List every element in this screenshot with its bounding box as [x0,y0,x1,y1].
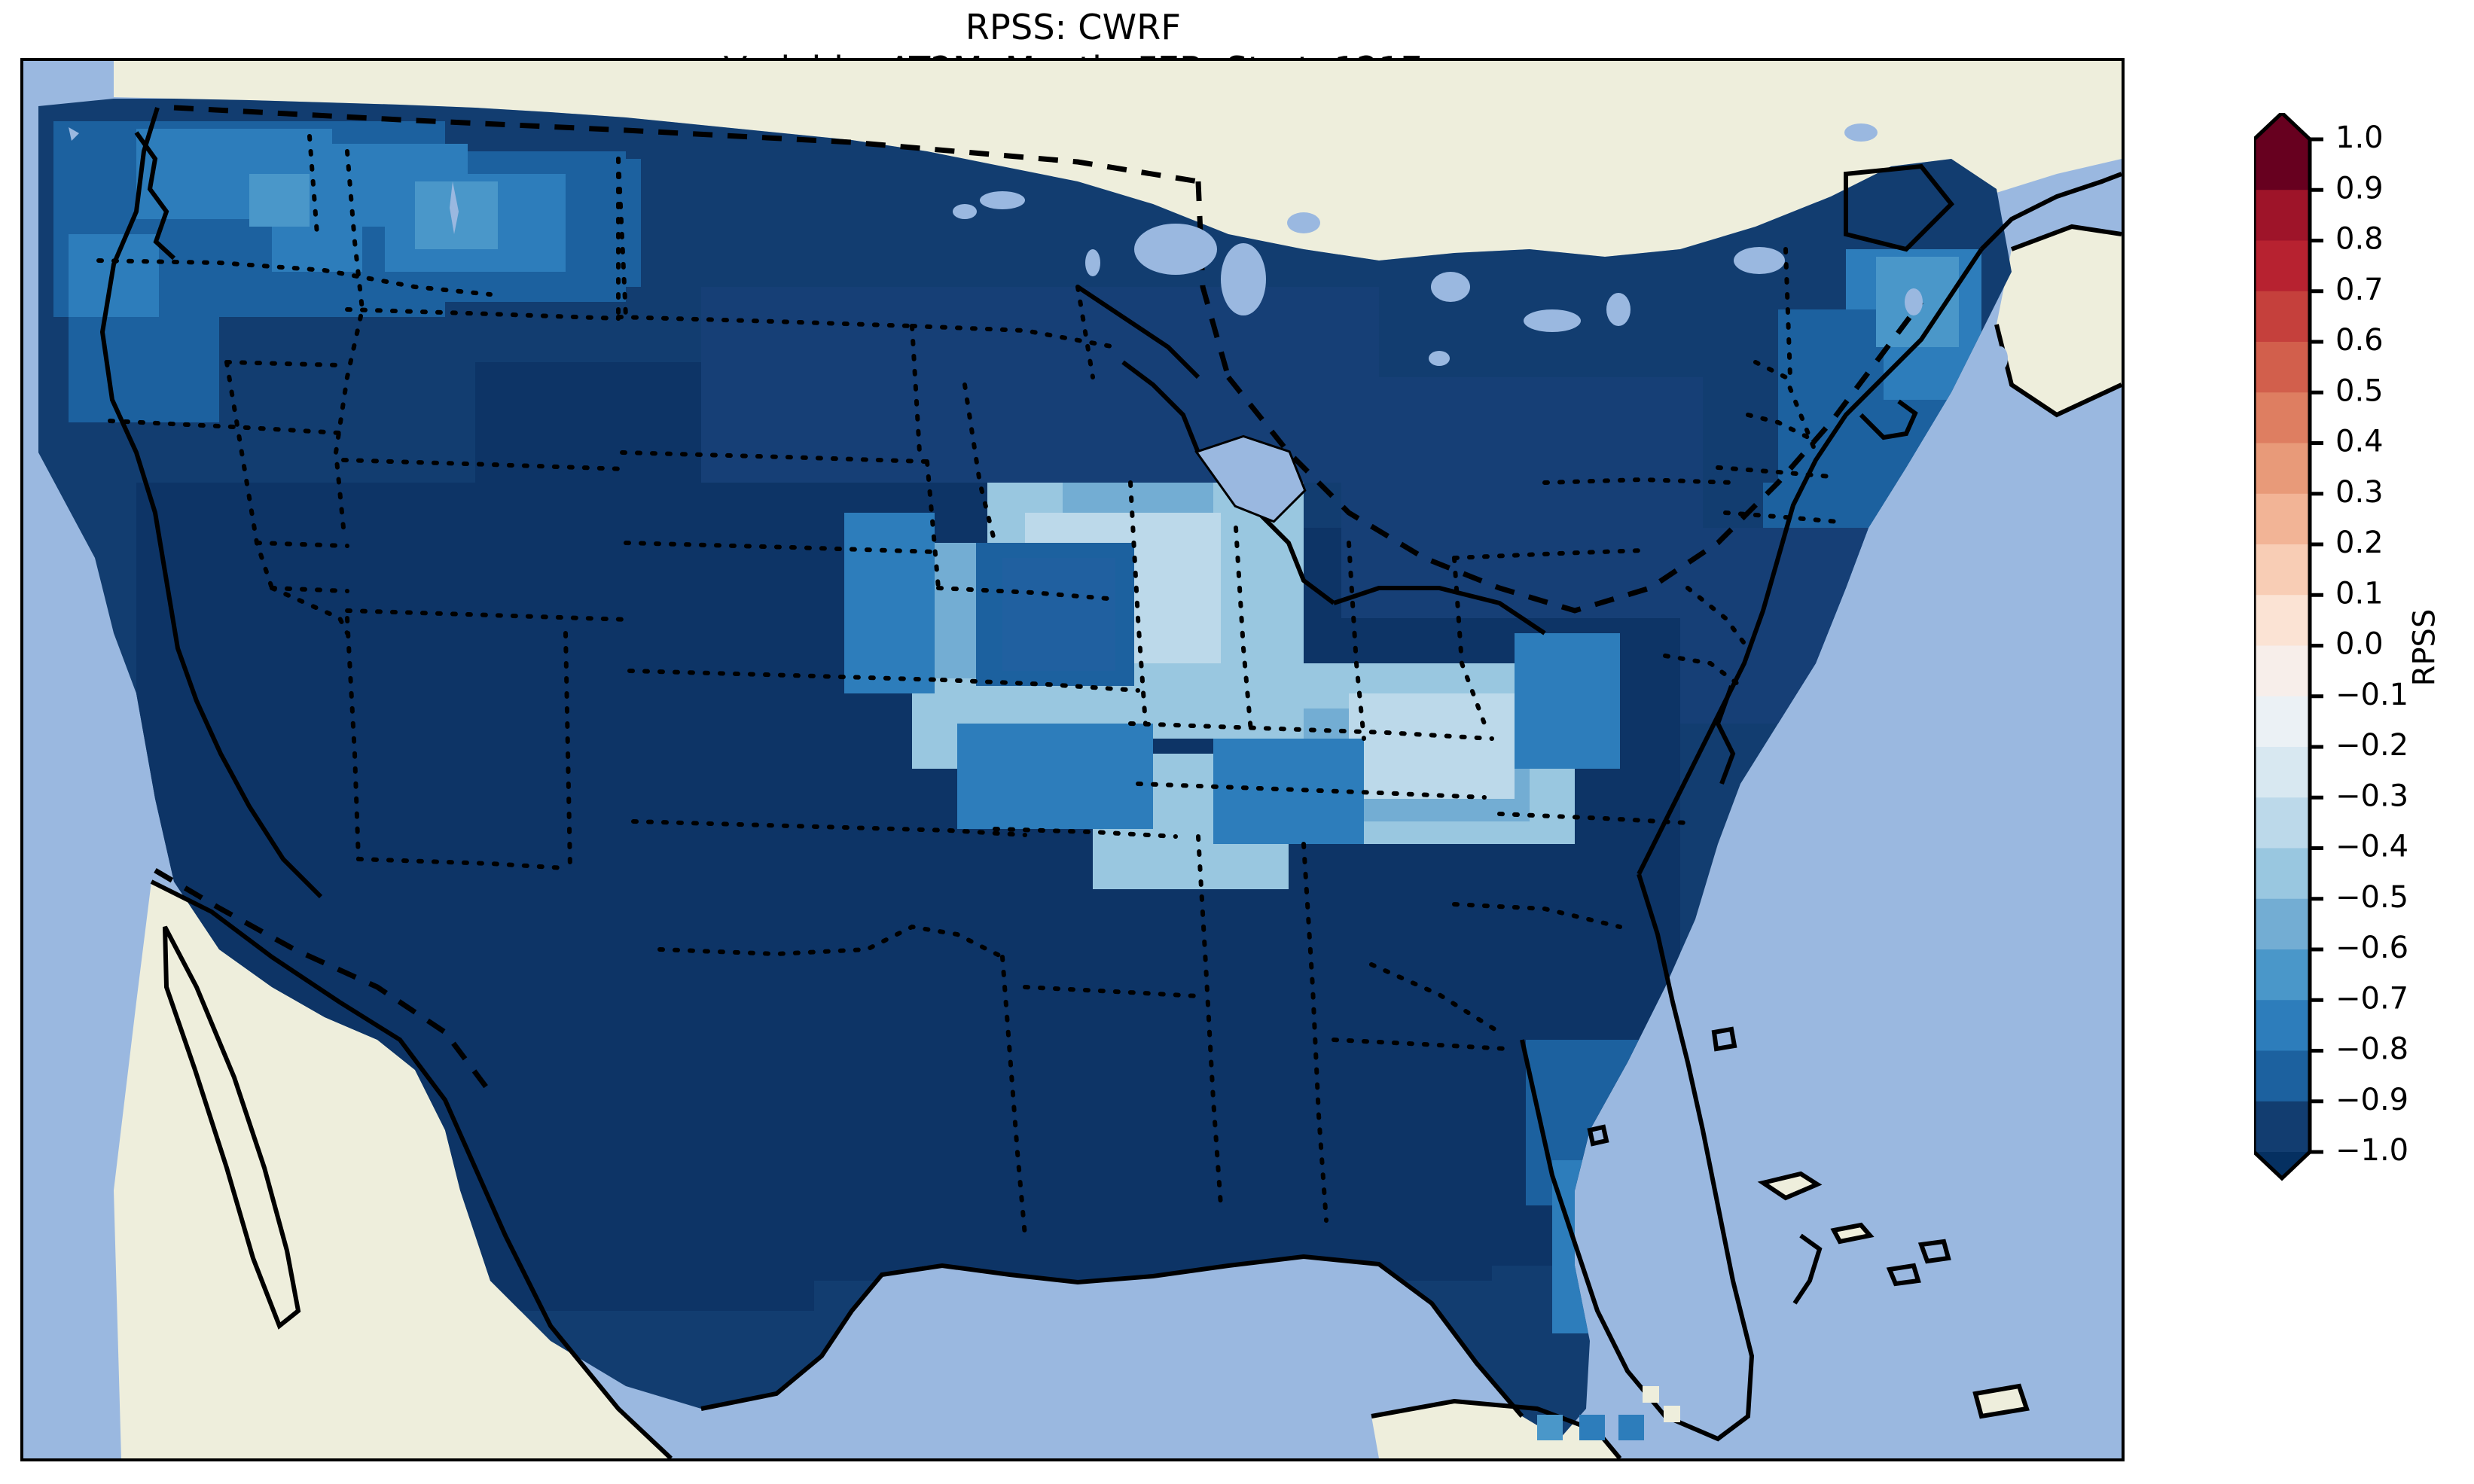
offshore-grid-cells [1537,1415,1644,1440]
colorbar-band [2254,645,2310,697]
colorbar-tick-label: −0.8 [2335,1032,2408,1067]
colorbar-band [2254,342,2310,393]
colorbar-tick-label: 0.6 [2335,323,2384,358]
colorbar-band [2254,797,2310,849]
colorbar-tick-labels: 1.0 0.9 0.8 0.7 0.6 0.5 0.4 0.3 0.2 0.1 0.0 −0.1 −0.… [2335,120,2408,1168]
colorbar-axis-label: RPSS [2402,113,2447,1182]
colorbar-tick-label: 0.4 [2335,425,2384,459]
colorbar-tick-label: −0.4 [2335,830,2408,864]
colorbar-band [2254,1050,2310,1102]
colorbar-bands [2254,139,2310,1153]
colorbar-extend-arrows [2254,113,2310,1178]
colorbar-axis-label-text: RPSS [2407,608,2442,687]
colorbar[interactable]: 1.0 0.9 0.8 0.7 0.6 0.5 0.4 0.3 0.2 0.1 0.0 −0.1 −0.… [2254,113,2474,1182]
colorbar-band [2254,139,2310,190]
map-canvas [23,61,2122,1458]
colorbar-tick-label: 1.0 [2335,120,2384,155]
colorbar-tick-label: −1.0 [2335,1133,2408,1168]
colorbar-band [2254,291,2310,343]
colorbar-band [2254,696,2310,748]
colorbar-tick-label: 0.9 [2335,171,2384,206]
colorbar-band [2254,1000,2310,1052]
page-title: RPSS: CWRF [965,7,1182,47]
colorbar-band [2254,240,2310,292]
colorbar-band [2254,190,2310,242]
colorbar-band [2254,443,2310,495]
colorbar-tick-label: −0.7 [2335,981,2408,1016]
colorbar-tick-label: −0.2 [2335,728,2408,763]
grid-cell-edge-hint [1643,1386,1680,1422]
colorbar-extend-min [2254,1152,2310,1178]
colorbar-band [2254,493,2310,545]
colorbar-tick-label: 0.5 [2335,373,2384,408]
colorbar-tick-label: −0.6 [2335,931,2408,965]
colorbar-band [2254,949,2310,1001]
colorbar-tick-label: −0.1 [2335,678,2408,712]
colorbar-tick-label: 0.3 [2335,475,2384,510]
state-borders [96,134,1841,1238]
colorbar-ticks [2310,137,2323,1154]
colorbar-tick-label: 0.0 [2335,627,2384,662]
colorbar-band [2254,898,2310,950]
colorbar-band [2254,595,2310,647]
colorbar-svg: 1.0 0.9 0.8 0.7 0.6 0.5 0.4 0.3 0.2 0.1 0.0 −0.1 −0.… [2254,113,2408,1181]
colorbar-tick-label: 0.2 [2335,526,2384,560]
colorbar-tick-label: 0.8 [2335,222,2384,257]
colorbar-band [2254,544,2310,596]
colorbar-tick-label: −0.5 [2335,880,2408,915]
map-panel[interactable] [20,58,2125,1461]
colorbar-extend-max [2254,113,2310,139]
national-borders [154,105,1923,1095]
colorbar-tick-label: −0.9 [2335,1083,2408,1117]
colorbar-tick-label: 0.7 [2335,273,2384,307]
colorbar-band [2254,1101,2310,1153]
colorbar-band [2254,747,2310,798]
colorbar-tick-label: −0.3 [2335,779,2408,813]
colorbar-band [2254,392,2310,444]
colorbar-tick-label: 0.1 [2335,576,2384,611]
inland-lakes [69,123,2008,520]
colorbar-band [2254,848,2310,900]
